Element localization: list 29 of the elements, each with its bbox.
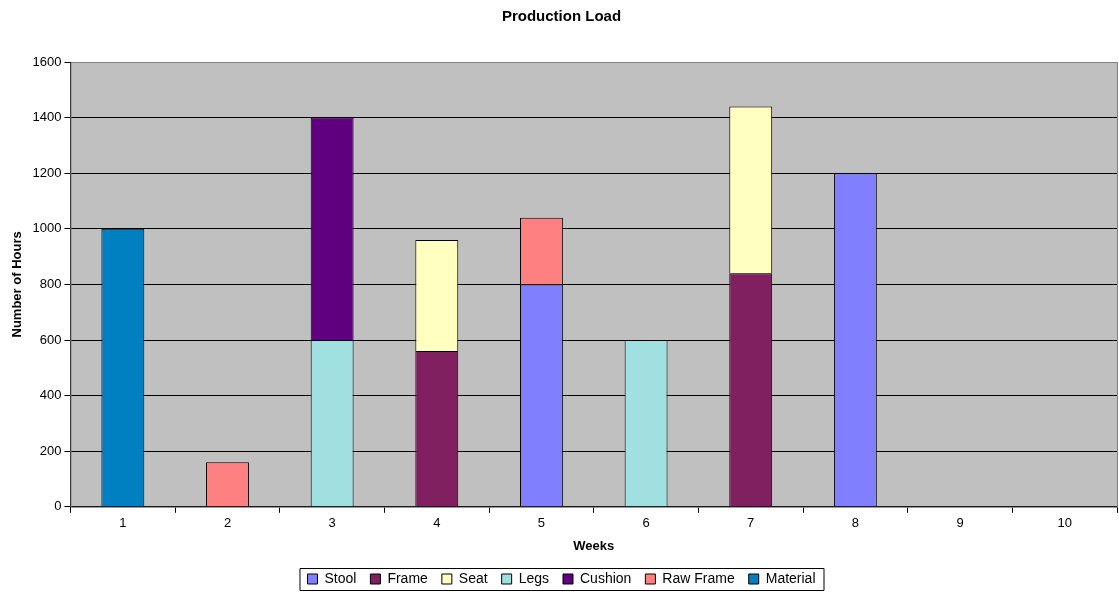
x-tick-label: 10: [1057, 515, 1072, 531]
x-tick-label: 4: [433, 515, 441, 531]
y-tick-label: 1400: [32, 109, 62, 125]
x-tick-label: 2: [223, 515, 232, 531]
y-tick-label: 1000: [32, 220, 62, 236]
legend-label: Legs: [518, 569, 550, 586]
x-tick-label: 1: [119, 515, 127, 531]
x-tick-label: 3: [328, 515, 336, 531]
y-tick-label: 0: [54, 498, 62, 514]
y-tick-label: 800: [39, 275, 62, 291]
y-tick-label: 1600: [32, 53, 62, 69]
legend-label: Frame: [387, 569, 429, 586]
legend-label: Cushion: [580, 569, 632, 586]
legend-label: Raw Frame: [662, 569, 735, 586]
x-tick-label: 7: [747, 515, 755, 531]
y-tick-label: 600: [39, 331, 62, 347]
y-tick-label: 400: [39, 387, 62, 403]
x-tick-label: 6: [642, 515, 650, 531]
x-tick-label: 8: [851, 515, 859, 531]
legend-label: Seat: [458, 569, 488, 586]
y-tick-label: 1200: [32, 164, 62, 180]
legend-label: Stool: [324, 569, 357, 586]
x-axis-title: Weeks: [573, 537, 615, 553]
x-tick-label: 5: [537, 515, 546, 531]
legend-label: Material: [765, 569, 816, 586]
y-tick-label: 200: [39, 442, 62, 458]
y-axis-title: Number of Hours: [9, 231, 25, 338]
x-tick-label: 9: [956, 515, 964, 531]
chart-title: Production Load: [501, 7, 622, 25]
